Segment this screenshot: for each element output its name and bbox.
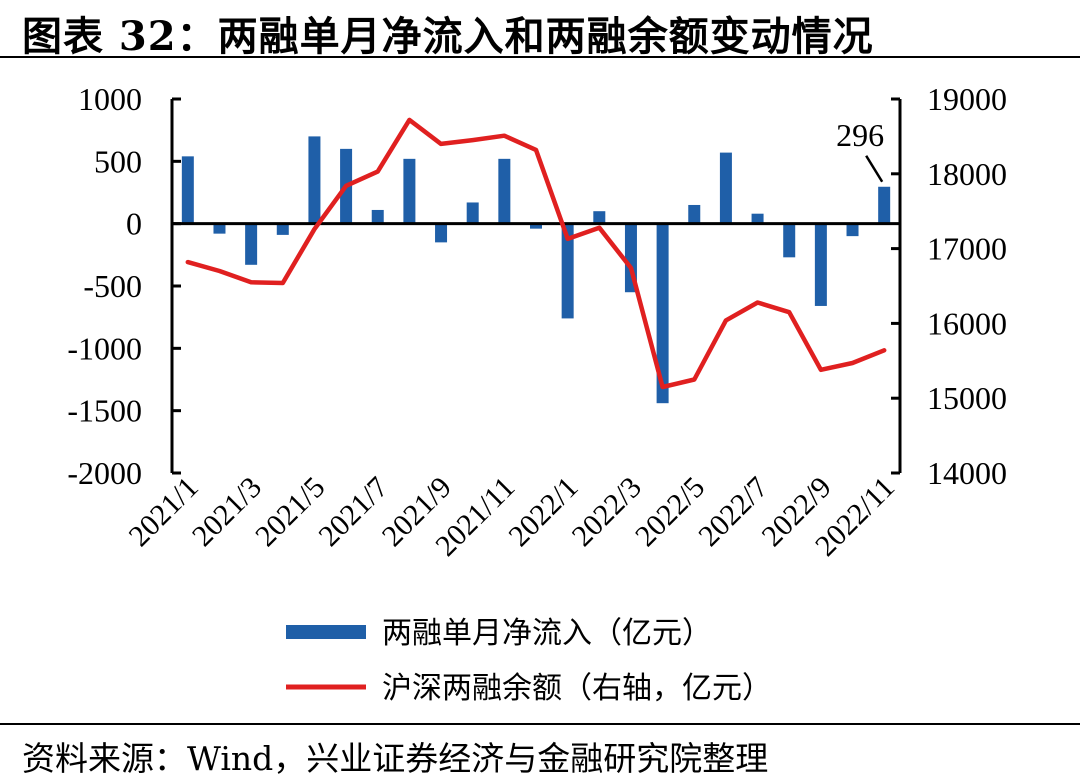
bar-2021/8 [403, 158, 416, 224]
chart-axes [170, 97, 902, 475]
x-tick-label-2022/7: 2022/7 [692, 471, 774, 553]
bar-2022/8 [783, 223, 796, 258]
bar-2022/7 [751, 213, 764, 224]
bar-2021/1 [181, 156, 194, 224]
line-series [185, 117, 887, 390]
bar-2022/11 [878, 186, 891, 224]
legend: 两融单月净流入（亿元） 沪深两融余额（右轴，亿元） [286, 616, 772, 706]
bar-2021/11 [498, 158, 511, 224]
left-tick-label-0: 0 [126, 206, 142, 242]
x-tick-label-2022/5: 2022/5 [629, 471, 711, 553]
right-tick-label-18000: 18000 [927, 156, 1007, 192]
x-tick-label-2021/7: 2021/7 [312, 471, 394, 553]
x-tick-label-2022/1: 2022/1 [502, 471, 584, 553]
line-balance [185, 117, 887, 390]
right-tick-label-15000: 15000 [927, 380, 1007, 416]
left-tick-label--1500: -1500 [67, 393, 142, 429]
bar-series [181, 136, 891, 404]
source-divider [0, 723, 1080, 725]
right-tick-label-16000: 16000 [927, 305, 1007, 341]
x-tick-label-2022/3: 2022/3 [566, 471, 648, 553]
annotation-leader [865, 155, 884, 183]
bar-2022/9 [814, 223, 827, 306]
bar-2022/6 [719, 152, 732, 224]
chart-area: 1000 500 0 -500 -1000 -1500 -2000 19000 18000 170… [67, 81, 1007, 706]
source-note: 资料来源：Wind，兴业证券经济与金融研究院整理 [22, 739, 769, 778]
bar-2021/3 [245, 223, 258, 265]
bar-2021/4 [276, 223, 289, 235]
right-tick-label-17000: 17000 [927, 231, 1007, 267]
right-tick-label-14000: 14000 [927, 455, 1007, 491]
bar-2022/10 [846, 223, 859, 237]
left-tick-label-500: 500 [94, 143, 142, 179]
bar-2022/5 [688, 204, 701, 224]
bar-2021/5 [308, 136, 321, 224]
bar-2021/12 [530, 223, 542, 229]
bar-2022/2 [593, 211, 606, 224]
left-tick-label--1000: -1000 [67, 330, 142, 366]
value-annotation: 296 [836, 117, 884, 183]
legend-label-bar: 两融单月净流入（亿元） [382, 616, 712, 651]
x-tick-label-2021/3: 2021/3 [186, 471, 268, 553]
bar-2021/9 [435, 223, 448, 243]
bar-2021/10 [466, 202, 479, 224]
bar-2021/7 [371, 209, 384, 224]
x-tick-label-2021/5: 2021/5 [249, 471, 331, 553]
bar-2022/4 [656, 223, 669, 404]
bar-2021/2 [213, 223, 226, 234]
legend-swatch-bar [286, 625, 366, 639]
page-title: 图表 32：两融单月净流入和两融余额变动情况 [22, 13, 874, 60]
legend-label-line: 沪深两融余额（右轴，亿元） [382, 671, 772, 706]
title-divider [0, 56, 1080, 58]
right-tick-label-19000: 19000 [927, 81, 1007, 117]
annotation-label: 296 [836, 117, 884, 153]
left-tick-label-1000: 1000 [78, 81, 142, 117]
bar-2022/1 [561, 223, 574, 319]
left-tick-label--2000: -2000 [67, 455, 142, 491]
left-tick-label--500: -500 [83, 268, 142, 304]
